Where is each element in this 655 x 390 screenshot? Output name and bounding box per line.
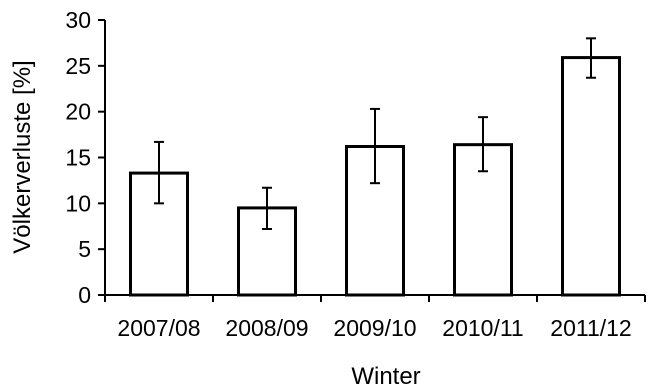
y-tick-label: 20 <box>65 99 91 125</box>
x-axis: 2007/08 2008/09 2009/10 2010/11 2011/12 <box>104 294 646 341</box>
x-tick-label: 2011/12 <box>550 315 631 341</box>
x-tick-label: 2007/08 <box>117 315 200 341</box>
y-tick-label: 30 <box>65 7 91 33</box>
y-tick-label: 15 <box>65 145 91 171</box>
y-tick-label: 5 <box>78 236 91 262</box>
y-tick-label: 0 <box>78 282 91 308</box>
x-tick-label: 2010/11 <box>442 315 523 341</box>
x-axis-label: Winter <box>351 363 420 385</box>
error-bar <box>370 107 380 185</box>
y-axis: 0 5 10 15 20 25 30 <box>65 7 106 308</box>
x-tick-label: 2008/09 <box>225 315 308 341</box>
error-bar <box>478 116 488 173</box>
y-axis-label: Völkerverluste [%] <box>9 60 36 253</box>
x-tick-label: 2009/10 <box>333 315 416 341</box>
y-tick-label: 25 <box>65 53 91 79</box>
error-bar <box>154 140 164 205</box>
bar-2011-12 <box>561 56 621 297</box>
y-tick-label: 10 <box>65 190 91 216</box>
error-bar <box>262 186 272 230</box>
error-bar <box>586 37 596 79</box>
bars <box>129 56 621 297</box>
error-bars <box>154 37 596 230</box>
